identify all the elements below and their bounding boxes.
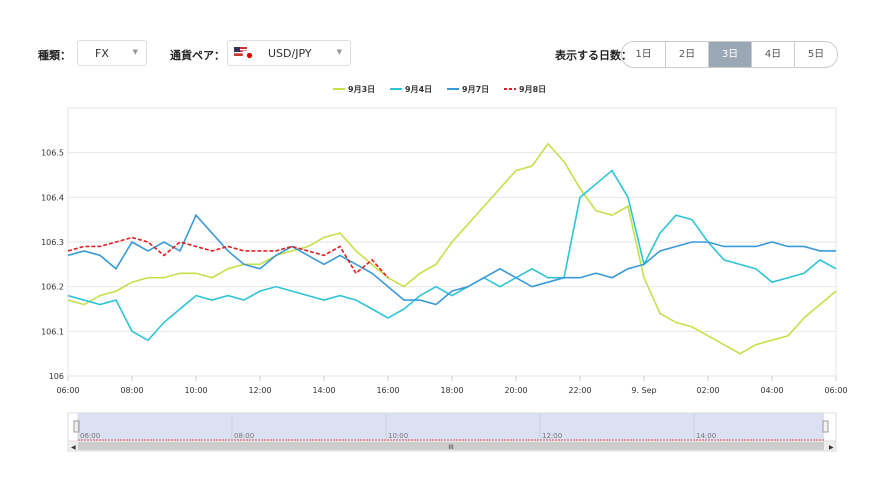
x-tick-label: 9. Sep: [631, 386, 656, 395]
series-line: [67, 236, 389, 279]
x-tick-label: 12:00: [248, 386, 271, 395]
navigator-label: 10:00: [388, 432, 408, 440]
y-tick-label: 106.3: [41, 238, 64, 247]
day-button[interactable]: 1日: [635, 49, 652, 60]
pair-select[interactable]: USD/JPY ▼: [227, 40, 351, 66]
nav-handle: [822, 420, 829, 433]
navigator-label: 08:00: [234, 432, 254, 440]
x-tick-label: 06:00: [56, 386, 79, 395]
day-button[interactable]: 3日: [708, 42, 751, 67]
navigator-label: 12:00: [542, 432, 562, 440]
day-button[interactable]: 5日: [794, 42, 837, 67]
legend-label: 9月4日: [405, 85, 432, 94]
nav-handle: [73, 420, 80, 433]
day-button[interactable]: 2日: [665, 42, 708, 67]
x-tick-label: 16:00: [376, 386, 399, 395]
pair-value: USD/JPY: [268, 47, 312, 60]
x-tick-label: 10:00: [184, 386, 207, 395]
days-buttons: 1日 2日 3日 4日 5日: [621, 41, 838, 68]
x-tick-label: 20:00: [504, 386, 527, 395]
caret: ▼: [336, 48, 342, 56]
navigator: [67, 412, 837, 442]
days-label: 表示する日数：: [555, 49, 632, 62]
series-line: [67, 213, 836, 306]
navigator-label: 14:00: [696, 432, 716, 440]
y-tick-label: 106.2: [41, 283, 64, 292]
type-label: 種類：: [38, 49, 71, 62]
plot-border: [67, 107, 837, 377]
navigator-mask: [78, 413, 824, 441]
y-tick-label: 106.4: [41, 193, 64, 202]
type-select[interactable]: FX ▼: [77, 40, 147, 66]
scrollbar-thumb: [78, 442, 824, 450]
x-tick-label: 18:00: [440, 386, 463, 395]
scrollbar-grip: III: [448, 444, 454, 451]
x-tick-label: 14:00: [312, 386, 335, 395]
day-button[interactable]: 4日: [751, 42, 794, 67]
y-tick-label: 106: [49, 372, 64, 381]
x-tick-label: 02:00: [696, 386, 719, 395]
pair-label: 通貨ペア：: [170, 49, 225, 62]
x-tick-label: 08:00: [120, 386, 143, 395]
series-line: [67, 169, 837, 342]
y-tick-label: 106.5: [41, 149, 64, 158]
scrollbar: [67, 440, 837, 452]
legend-label: 9月7日: [462, 85, 489, 94]
legend-label: 9月8日: [519, 85, 546, 94]
y-tick-label: 106.1: [41, 327, 64, 336]
scroll-arrow: ▶: [829, 444, 834, 451]
x-tick-label: 22:00: [568, 386, 591, 395]
flag: [234, 47, 256, 61]
type-value: FX: [95, 47, 109, 60]
series-line: [67, 142, 837, 355]
legend-label: 9月3日: [348, 85, 375, 94]
scroll-arrow: ◀: [71, 444, 76, 451]
navigator-label: 06:00: [80, 432, 100, 440]
x-tick-label: 04:00: [760, 386, 783, 395]
caret: ▼: [132, 48, 138, 56]
x-tick-label: 06:00: [824, 386, 847, 395]
